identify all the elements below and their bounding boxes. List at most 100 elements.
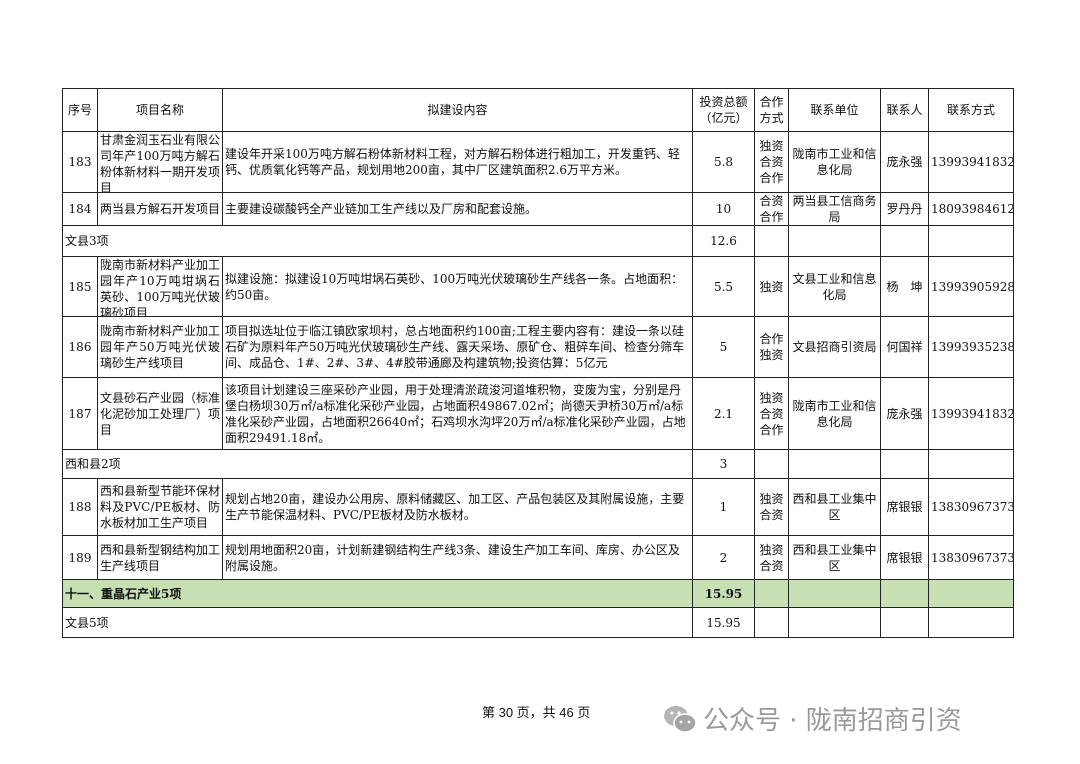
- empty-cell: [880, 449, 929, 479]
- header-name: 项目名称: [97, 88, 223, 132]
- empty-cell: [754, 449, 789, 479]
- row-person: 罗丹丹: [880, 192, 929, 226]
- header-coop: 合作方式: [754, 88, 789, 132]
- row-name-text: 甘肃金润玉石业有限公司年产100万吨方解石粉体新材料一期开发项目: [100, 133, 220, 192]
- table-row: 186 陇南市新材料产业加工园年产50万吨光伏玻璃砂生产线项目 项目拟选址位于临…: [62, 316, 1014, 378]
- row-coop-text: 独资合资合作: [759, 390, 784, 437]
- row-no: 188: [62, 478, 98, 536]
- row-invest: 5.5: [692, 256, 755, 317]
- group-label: 文县5项: [62, 607, 693, 638]
- watermark-text: 公众号 · 陇南招商引资: [703, 706, 962, 736]
- empty-cell: [880, 225, 929, 257]
- row-name: 陇南市新材料产业加工园年产10万吨坩埚石英砂、100万吨光伏玻璃砂项目: [97, 256, 223, 317]
- group-invest: 3: [692, 449, 755, 479]
- row-coop: 独资合资: [754, 478, 789, 536]
- header-person: 联系人: [880, 88, 929, 132]
- row-coop: 独资合资: [754, 535, 789, 580]
- row-name: 西和县新型节能环保材料及PVC/PE板材、防水板材加工生产项目: [97, 478, 223, 536]
- table-row: 189 西和县新型钢结构加工生产线项目 规划用地面积20亩，计划新建钢结构生产线…: [62, 535, 1014, 580]
- row-name: 陇南市新材料产业加工园年产50万吨光伏玻璃砂生产线项目: [97, 316, 223, 378]
- empty-cell: [788, 579, 881, 608]
- empty-cell: [754, 607, 789, 638]
- row-coop-text: 独资合资: [759, 542, 784, 573]
- empty-cell: [928, 607, 1014, 638]
- group-row: 西和县2项 3: [62, 449, 1014, 479]
- table-row: 184 两当县方解石开发项目 主要建设碳酸钙全产业链加工生产线以及厂房和配套设施…: [62, 192, 1014, 226]
- row-unit: 两当县工信商务局: [788, 192, 881, 226]
- row-content-text: 拟建设施：拟建设10万吨坩埚石英砂、100万吨光伏玻璃砂生产线各一条。占地面积：…: [225, 271, 684, 302]
- header-row: 序号 项目名称 拟建设内容 投资总额（亿元） 合作方式 联系单位 联系人 联系方…: [62, 88, 1014, 132]
- group-invest: 15.95: [692, 579, 755, 608]
- row-invest: 2: [692, 535, 755, 580]
- empty-cell: [788, 607, 881, 638]
- group-invest: 15.95: [692, 607, 755, 638]
- empty-cell: [754, 579, 789, 608]
- group-label: 西和县2项: [62, 449, 693, 479]
- row-coop: 独资合资合作: [754, 131, 789, 193]
- row-content: 拟建设施：拟建设10万吨坩埚石英砂、100万吨光伏玻璃砂生产线各一条。占地面积：…: [222, 256, 693, 317]
- table-row: 185 陇南市新材料产业加工园年产10万吨坩埚石英砂、100万吨光伏玻璃砂项目 …: [62, 256, 1014, 317]
- section-label: 十一、重晶石产业5项: [62, 579, 693, 608]
- row-no: 187: [62, 377, 98, 450]
- row-content: 主要建设碳酸钙全产业链加工生产线以及厂房和配套设施。: [222, 192, 693, 226]
- row-no: 183: [62, 131, 98, 193]
- header-invest: 投资总额（亿元）: [692, 88, 755, 132]
- row-name-text: 文县砂石产业园（标准化泥砂加工处理厂）项目: [100, 390, 220, 437]
- row-unit: 陇南市工业和信息化局: [788, 377, 881, 450]
- empty-cell: [928, 225, 1014, 257]
- empty-cell: [788, 449, 881, 479]
- row-coop-text: 独资合资: [759, 492, 784, 522]
- row-person: 杨 坤: [880, 256, 929, 317]
- row-coop: 独资: [754, 256, 789, 317]
- watermark: 公众号 · 陇南招商引资: [663, 700, 962, 737]
- row-content-text: 规划占地20亩，建设办公用房、原料储藏区、加工区、产品包装区及其附属设施，主要生…: [225, 492, 685, 522]
- empty-cell: [788, 225, 881, 257]
- row-phone: 13830967373: [928, 535, 1014, 580]
- row-name-text: 陇南市新材料产业加工园年产50万吨光伏玻璃砂生产线项目: [100, 324, 220, 370]
- row-name: 两当县方解石开发项目: [97, 192, 223, 226]
- row-phone: 13993941832: [928, 377, 1014, 450]
- row-unit: 西和县工业集中区: [788, 535, 881, 580]
- row-coop: 合资合作: [754, 192, 789, 226]
- row-coop: 独资合资合作: [754, 377, 789, 450]
- row-content: 规划用地面积20亩，计划新建钢结构生产线3条、建设生产加工车间、库房、办公区及附…: [222, 535, 693, 580]
- row-unit: 文县工业和信息化局: [788, 256, 881, 317]
- row-name-text: 西和县新型节能环保材料及PVC/PE板材、防水板材加工生产项目: [100, 484, 220, 530]
- header-content: 拟建设内容: [222, 88, 693, 132]
- row-phone: 13830967373: [928, 478, 1014, 536]
- row-content-text: 规划用地面积20亩，计划新建钢结构生产线3条、建设生产加工车间、库房、办公区及附…: [225, 542, 680, 573]
- row-content-text: 建设年开采100万吨方解石粉体新材料工程，对方解石粉体进行粗加工，开发重钙、轻钙…: [225, 147, 680, 177]
- row-person: 庞永强: [880, 377, 929, 450]
- group-invest: 12.6: [692, 225, 755, 257]
- row-content: 项目拟选址位于临江镇欧家坝村，总占地面积约100亩;工程主要内容有：建设一条以硅…: [222, 316, 693, 378]
- row-phone: 13993905928: [928, 256, 1014, 317]
- row-person: 何国祥: [880, 316, 929, 378]
- row-coop-text: 合作独资: [759, 332, 784, 362]
- group-row: 文县3项 12.6: [62, 225, 1014, 257]
- row-unit: 西和县工业集中区: [788, 478, 881, 536]
- row-person: 席银银: [880, 478, 929, 536]
- row-name-text: 两当县方解石开发项目: [100, 202, 220, 216]
- empty-cell: [880, 607, 929, 638]
- row-content: 规划占地20亩，建设办公用房、原料储藏区、加工区、产品包装区及其附属设施，主要生…: [222, 478, 693, 536]
- group-label: 文县3项: [62, 225, 693, 257]
- row-no: 185: [62, 256, 98, 317]
- row-invest: 5.8: [692, 131, 755, 193]
- page-number: 第 30 页，共 46 页: [482, 705, 591, 720]
- row-unit: 文县招商引资局: [788, 316, 881, 378]
- row-invest: 1: [692, 478, 755, 536]
- row-no: 184: [62, 192, 98, 226]
- table-row: 183 甘肃金润玉石业有限公司年产100万吨方解石粉体新材料一期开发项目 建设年…: [62, 131, 1014, 193]
- project-table: 序号 项目名称 拟建设内容 投资总额（亿元） 合作方式 联系单位 联系人 联系方…: [62, 88, 1014, 638]
- row-content: 该项目计划建设三座采砂产业园，用于处理清淤疏浚河道堆积物，变废为宝，分别是丹堡白…: [222, 377, 693, 450]
- row-name-text: 陇南市新材料产业加工园年产10万吨坩埚石英砂、100万吨光伏玻璃砂项目: [100, 258, 220, 316]
- row-coop-text: 独资: [759, 279, 784, 294]
- empty-cell: [754, 225, 789, 257]
- row-name: 西和县新型钢结构加工生产线项目: [97, 535, 223, 580]
- row-no: 186: [62, 316, 98, 378]
- empty-cell: [880, 579, 929, 608]
- row-phone: 13993935238: [928, 316, 1014, 378]
- row-name: 甘肃金润玉石业有限公司年产100万吨方解石粉体新材料一期开发项目: [97, 131, 223, 193]
- row-invest: 5: [692, 316, 755, 378]
- row-name: 文县砂石产业园（标准化泥砂加工处理厂）项目: [97, 377, 223, 450]
